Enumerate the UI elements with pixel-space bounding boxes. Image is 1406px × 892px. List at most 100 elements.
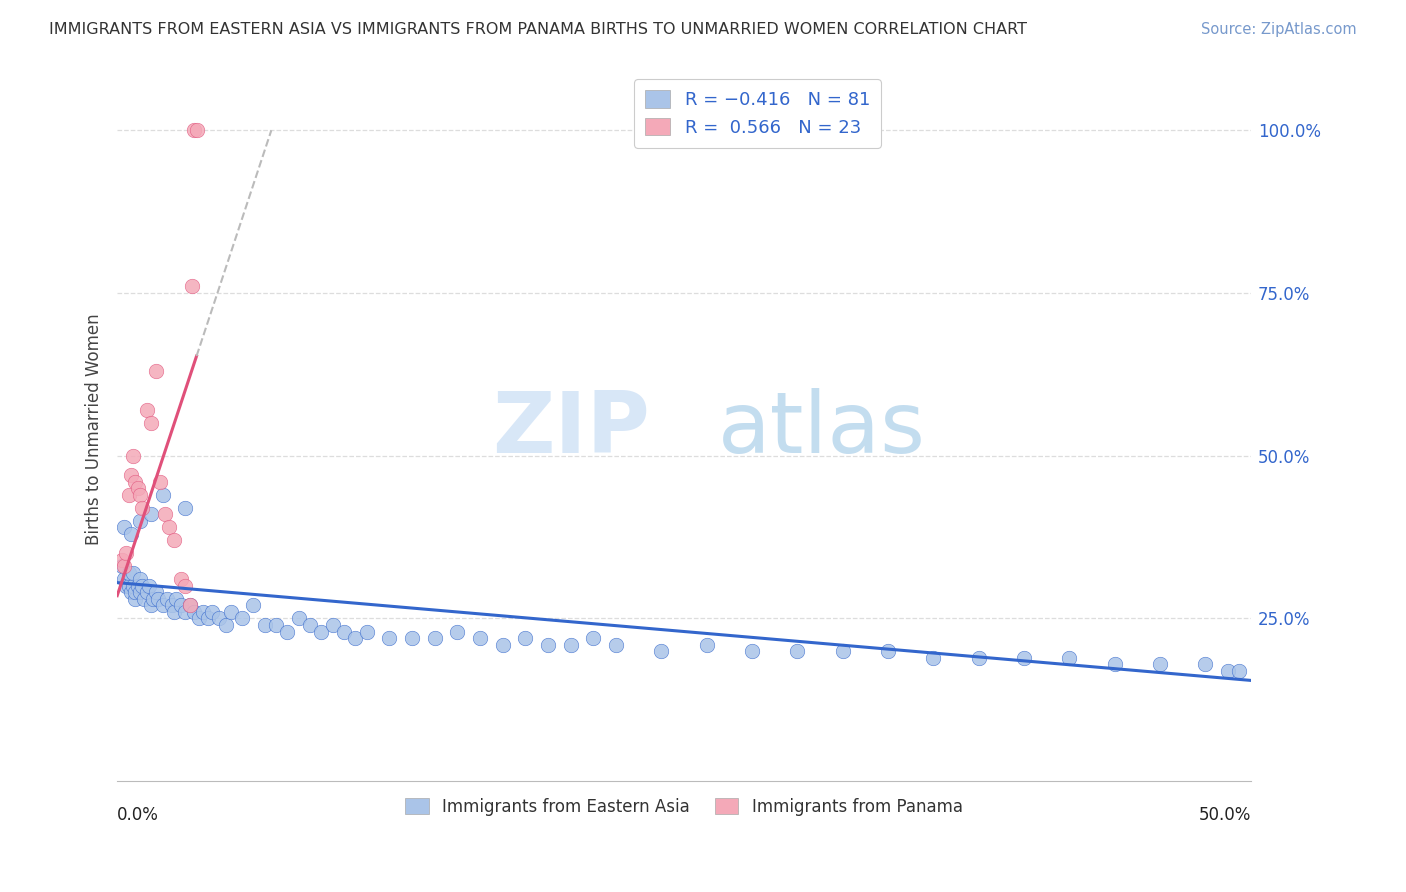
Point bbox=[491, 638, 513, 652]
Point bbox=[183, 605, 205, 619]
Point bbox=[1059, 650, 1081, 665]
Point bbox=[193, 605, 215, 619]
Point bbox=[1104, 657, 1126, 672]
Point bbox=[515, 631, 537, 645]
Point bbox=[135, 585, 157, 599]
Text: atlas: atlas bbox=[718, 388, 927, 471]
Point bbox=[298, 618, 321, 632]
Point bbox=[174, 500, 197, 515]
Point bbox=[131, 500, 153, 515]
Point bbox=[181, 279, 204, 293]
Point bbox=[163, 605, 186, 619]
Point bbox=[356, 624, 378, 639]
Point bbox=[922, 650, 945, 665]
Point bbox=[122, 449, 145, 463]
Point bbox=[146, 591, 169, 606]
Point bbox=[115, 579, 138, 593]
Point bbox=[197, 611, 219, 625]
Point bbox=[309, 624, 332, 639]
Point bbox=[786, 644, 808, 658]
Point bbox=[127, 481, 149, 495]
Point bbox=[111, 559, 134, 574]
Point bbox=[322, 618, 344, 632]
Point bbox=[208, 611, 231, 625]
Y-axis label: Births to Unmarried Women: Births to Unmarried Women bbox=[86, 314, 103, 545]
Point bbox=[122, 566, 145, 580]
Point bbox=[186, 122, 208, 136]
Point bbox=[179, 599, 201, 613]
Point bbox=[169, 599, 191, 613]
Point bbox=[1149, 657, 1171, 672]
Point bbox=[124, 585, 146, 599]
Point bbox=[128, 573, 150, 587]
Point bbox=[560, 638, 582, 652]
Point bbox=[174, 605, 197, 619]
Legend: Immigrants from Eastern Asia, Immigrants from Panama: Immigrants from Eastern Asia, Immigrants… bbox=[399, 791, 969, 822]
Point bbox=[120, 526, 142, 541]
Point bbox=[165, 591, 187, 606]
Point bbox=[120, 585, 142, 599]
Point bbox=[141, 416, 163, 430]
Point bbox=[201, 605, 224, 619]
Point bbox=[1012, 650, 1035, 665]
Text: Source: ZipAtlas.com: Source: ZipAtlas.com bbox=[1201, 22, 1357, 37]
Point bbox=[605, 638, 627, 652]
Point bbox=[276, 624, 298, 639]
Point bbox=[877, 644, 900, 658]
Point bbox=[117, 488, 139, 502]
Point bbox=[153, 507, 176, 521]
Point bbox=[115, 546, 138, 560]
Point bbox=[142, 591, 165, 606]
Point bbox=[179, 599, 201, 613]
Point bbox=[831, 644, 853, 658]
Point bbox=[163, 533, 186, 548]
Point bbox=[242, 599, 264, 613]
Point bbox=[127, 579, 149, 593]
Point bbox=[264, 618, 287, 632]
Point bbox=[333, 624, 356, 639]
Point bbox=[157, 520, 180, 534]
Point bbox=[120, 468, 142, 483]
Point bbox=[128, 514, 150, 528]
Point bbox=[117, 579, 139, 593]
Point bbox=[174, 579, 197, 593]
Point bbox=[131, 579, 153, 593]
Point bbox=[219, 605, 242, 619]
Point bbox=[1216, 664, 1239, 678]
Point bbox=[582, 631, 605, 645]
Point bbox=[141, 599, 163, 613]
Point bbox=[741, 644, 763, 658]
Point bbox=[152, 599, 174, 613]
Point bbox=[152, 488, 174, 502]
Point bbox=[650, 644, 672, 658]
Point bbox=[537, 638, 560, 652]
Point bbox=[231, 611, 253, 625]
Point bbox=[1229, 664, 1251, 678]
Point bbox=[187, 611, 209, 625]
Point bbox=[169, 573, 191, 587]
Point bbox=[215, 618, 238, 632]
Point bbox=[112, 520, 135, 534]
Point bbox=[111, 553, 134, 567]
Text: 50.0%: 50.0% bbox=[1198, 806, 1251, 824]
Point bbox=[287, 611, 309, 625]
Point bbox=[134, 591, 156, 606]
Point bbox=[401, 631, 423, 645]
Point bbox=[128, 585, 150, 599]
Point bbox=[696, 638, 718, 652]
Point bbox=[149, 475, 172, 489]
Point bbox=[253, 618, 276, 632]
Point bbox=[122, 579, 145, 593]
Point bbox=[138, 579, 160, 593]
Text: 0.0%: 0.0% bbox=[117, 806, 159, 824]
Text: ZIP: ZIP bbox=[492, 388, 650, 471]
Point bbox=[117, 566, 139, 580]
Point bbox=[156, 591, 179, 606]
Point bbox=[112, 559, 135, 574]
Point bbox=[344, 631, 367, 645]
Text: IMMIGRANTS FROM EASTERN ASIA VS IMMIGRANTS FROM PANAMA BIRTHS TO UNMARRIED WOMEN: IMMIGRANTS FROM EASTERN ASIA VS IMMIGRAN… bbox=[49, 22, 1028, 37]
Point bbox=[446, 624, 468, 639]
Point bbox=[124, 591, 146, 606]
Point bbox=[141, 507, 163, 521]
Point bbox=[160, 599, 183, 613]
